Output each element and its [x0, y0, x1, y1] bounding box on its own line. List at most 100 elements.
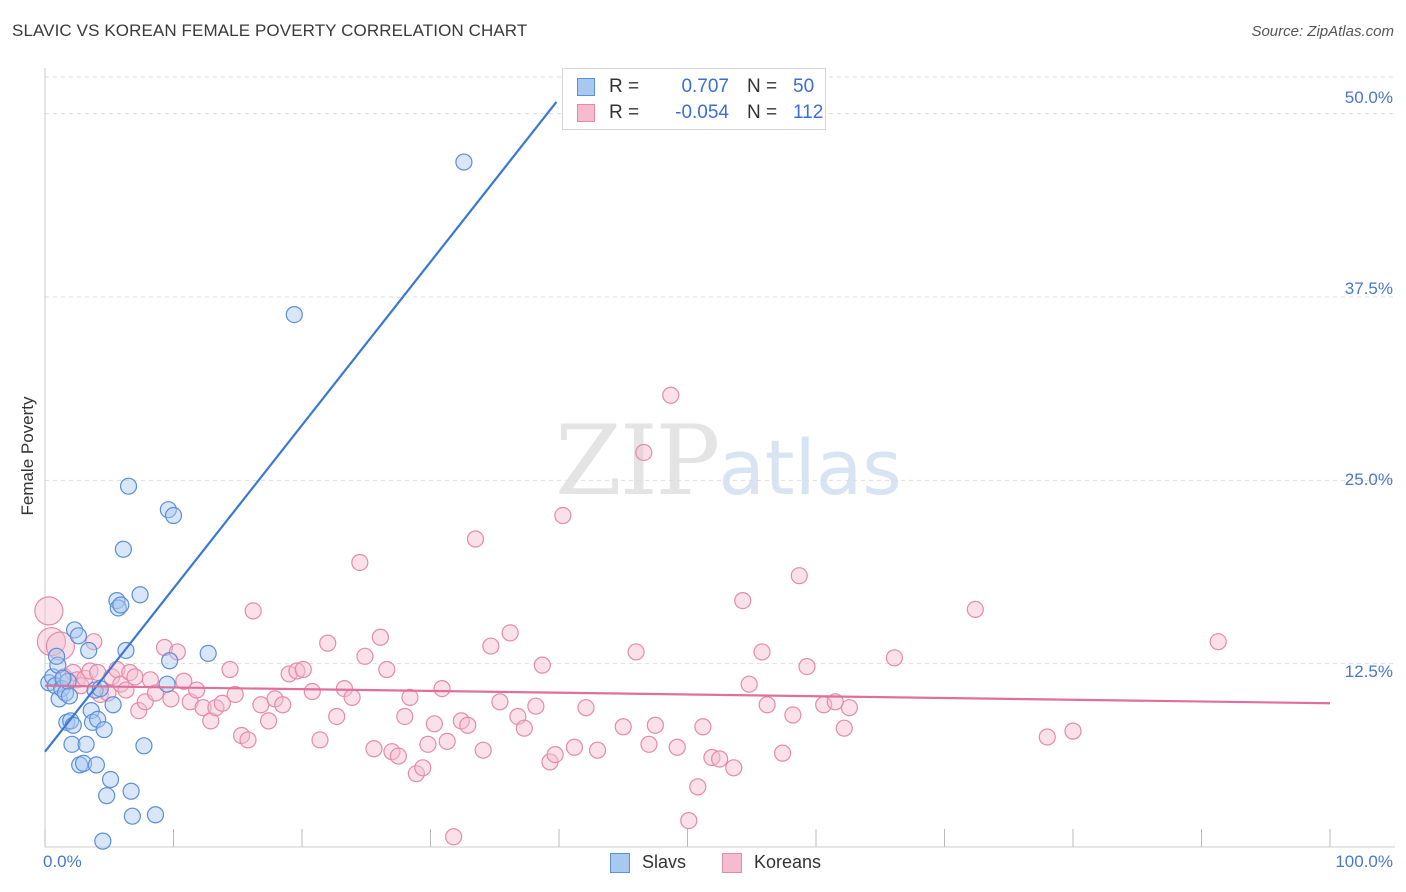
koreans-point	[311, 731, 329, 749]
koreans-point	[740, 675, 758, 693]
slavs-point	[285, 306, 303, 324]
koreans-point	[85, 633, 103, 651]
koreans-point	[554, 506, 572, 525]
y-tick-label-12-5: 12.5%	[1344, 662, 1393, 681]
koreans-point	[401, 688, 419, 707]
koreans-point	[790, 567, 808, 585]
koreans-point	[130, 701, 148, 720]
slavs-point	[146, 806, 165, 824]
slavs-point	[60, 687, 79, 705]
koreans-point	[303, 682, 321, 701]
koreans-point	[840, 699, 859, 717]
koreans-point	[482, 637, 500, 655]
koreans-point	[294, 660, 312, 679]
koreans-point	[646, 716, 664, 734]
koreans-point	[319, 634, 337, 652]
koreans-point	[533, 656, 551, 674]
koreans-point	[711, 750, 729, 768]
koreans-point	[459, 716, 477, 734]
slavs-point	[69, 627, 88, 645]
legend-item-slavs[interactable]: Slavs	[610, 852, 686, 873]
koreans-n-value: 112	[793, 102, 824, 123]
slavs-r-label: R =	[609, 76, 640, 97]
koreans-point	[351, 553, 369, 572]
slavs-r-value: 0.707	[681, 76, 729, 97]
slavs-point	[135, 737, 153, 755]
legend-row-slavs: R = 0.707 N = 50	[577, 76, 814, 98]
slavs-point	[123, 807, 141, 825]
watermark-atlas: atlas	[718, 423, 902, 512]
koreans-point	[162, 690, 180, 708]
koreans-point	[588, 741, 607, 759]
legend-item-koreans[interactable]: Koreans	[722, 852, 821, 873]
slavs-point	[98, 787, 116, 805]
koreans-point	[668, 738, 686, 756]
watermark: ZIPatlas	[555, 405, 902, 517]
y-tick-label-37-5: 37.5%	[1344, 279, 1393, 298]
koreans-point	[356, 647, 374, 665]
x-tick-label-100: 100.0%	[1335, 852, 1393, 871]
y-axis-label: Female Poverty	[18, 396, 37, 516]
slavs-point	[54, 669, 72, 687]
series-legend: Slavs Koreans	[610, 852, 857, 873]
koreans-point	[966, 600, 984, 619]
slavs-point	[101, 770, 120, 789]
slavs-point	[199, 644, 217, 663]
koreans-point	[378, 660, 396, 679]
koreans-point	[885, 649, 903, 667]
slavs-point	[80, 641, 98, 660]
koreans-point	[259, 712, 278, 730]
koreans-point	[239, 731, 257, 749]
koreans-point	[371, 628, 389, 646]
koreans-trend-line	[44, 684, 1331, 705]
koreans-point	[734, 591, 752, 610]
koreans-point	[433, 679, 451, 698]
koreans-point	[773, 744, 792, 762]
koreans-point	[725, 759, 743, 777]
koreans-point	[213, 694, 231, 712]
x-tick-label-0: 0.0%	[43, 852, 82, 871]
legend-swatch-slavs	[610, 852, 630, 873]
slavs-point	[47, 647, 66, 665]
koreans-point	[758, 696, 776, 714]
slavs-point	[161, 652, 179, 670]
slavs-point	[63, 735, 81, 753]
legend-label-slavs: Slavs	[642, 852, 687, 872]
koreans-point	[680, 811, 698, 830]
legend-swatch-koreans	[722, 852, 743, 873]
slavs-point	[455, 153, 473, 171]
slavs-point	[104, 696, 122, 714]
koreans-point	[466, 530, 485, 548]
koreans-point	[188, 681, 206, 699]
koreans-r-value: -0.054	[675, 102, 729, 123]
koreans-swatch	[577, 104, 595, 122]
koreans-point	[1064, 722, 1082, 740]
koreans-point	[407, 765, 425, 783]
watermark-zip: ZIP	[555, 405, 720, 517]
koreans-point	[689, 778, 707, 796]
koreans-point	[474, 741, 492, 759]
slavs-point	[77, 735, 95, 753]
koreans-point	[1209, 633, 1227, 651]
slavs-point	[89, 710, 107, 729]
koreans-point	[343, 688, 361, 707]
koreans-point	[45, 631, 76, 661]
koreans-point	[640, 735, 658, 753]
koreans-point	[194, 699, 212, 717]
koreans-point	[694, 718, 712, 736]
slavs-point	[50, 690, 68, 708]
koreans-point	[527, 697, 545, 715]
koreans-point	[34, 596, 64, 626]
koreans-point	[244, 602, 262, 620]
slavs-point	[87, 756, 106, 774]
koreans-point	[445, 828, 463, 846]
slavs-point	[164, 506, 183, 525]
slavs-swatch	[577, 78, 595, 96]
koreans-point	[501, 624, 519, 642]
slavs-point	[49, 656, 67, 674]
koreans-point	[389, 747, 407, 765]
koreans-point	[419, 735, 437, 753]
koreans-point	[146, 684, 165, 702]
slavs-point	[131, 586, 149, 604]
y-tick-label-50: 50.0%	[1344, 88, 1393, 107]
